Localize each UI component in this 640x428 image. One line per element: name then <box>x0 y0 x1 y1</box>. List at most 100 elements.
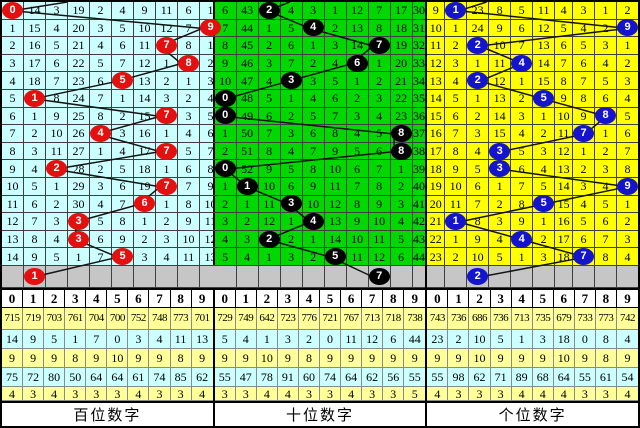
grid-cell: 10 <box>214 72 237 90</box>
grid-cell: 52 <box>236 160 259 178</box>
grid-cell: 8 <box>368 177 391 196</box>
grid-cell: 12 <box>258 213 281 231</box>
grid-cell: 10 <box>427 19 446 38</box>
digit-header-cell: 4 <box>86 290 108 307</box>
grid-cell: 9 <box>467 230 490 249</box>
grid-cell: 2 <box>302 54 325 73</box>
grid-cell: 11 <box>178 248 200 266</box>
stat-cell: 4 <box>624 386 631 401</box>
grid-cell: 15 <box>489 125 512 143</box>
grid-cell: 15 <box>427 107 446 126</box>
grid-cell: 15 <box>555 195 574 214</box>
stat-cell: 61 <box>596 368 617 386</box>
grid-cell: 6 <box>112 177 134 196</box>
drawn-number-ball: 3 <box>68 230 89 248</box>
grid-cell: 2 <box>390 177 413 196</box>
grid-cell: 1 <box>178 72 200 90</box>
grid-cell: 6 <box>324 89 347 108</box>
stat-cell: 9 <box>383 349 405 367</box>
stats-row: 9 9 10 9 8 9 9 9 9 9 <box>214 349 426 368</box>
stat-cell: 4 <box>624 332 631 346</box>
grid-cell: 3 <box>258 54 281 73</box>
stat-cell: 10 <box>469 330 491 348</box>
stat-cell: 56 <box>383 368 405 386</box>
stat-cell: 729 <box>215 308 236 329</box>
grid-cell: 3 <box>280 248 303 266</box>
grid-cell: 4 <box>617 90 639 108</box>
grid-cell: 2 <box>302 248 325 266</box>
grid-cell <box>390 265 413 288</box>
grid-cell: 11 <box>134 37 156 55</box>
grid-cell: 6 <box>617 125 639 143</box>
grid-cell: 7 <box>178 19 200 38</box>
stat-cell: 776 <box>299 308 320 329</box>
grid-cell: 5 <box>90 54 112 73</box>
stat-cell: 71 <box>491 368 512 386</box>
grid-cell: 9 <box>2 160 24 178</box>
digit-header-cell: 0 <box>215 290 236 307</box>
grid-cell: 7 <box>573 248 596 266</box>
grid-cell: 6 <box>46 54 68 73</box>
grid-cell: 4 <box>46 19 68 38</box>
stat-cell: 68 <box>533 368 554 386</box>
grid-cell: 3 <box>595 37 618 55</box>
grid-cell: 1 <box>112 89 134 108</box>
grid-cell: 4 <box>302 212 325 231</box>
grid-cell: 5 <box>595 72 618 90</box>
drawn-number-ball: 2 <box>467 267 489 285</box>
grid-cell: 12 <box>200 231 221 249</box>
grid-cell: 5 <box>511 2 534 20</box>
grid-cell: 22 <box>390 89 413 108</box>
grid-cell: 6 <box>112 37 134 55</box>
grid-cell: 1 <box>24 107 46 126</box>
grid-cell: 2 <box>236 213 259 231</box>
grid-cell: 3 <box>90 177 112 196</box>
grid-cell: 12 <box>555 142 574 161</box>
stat-cell: 64 <box>86 368 108 386</box>
grid-cell: 13 <box>324 213 347 231</box>
grid-cell: 7 <box>156 36 178 55</box>
stat-cell: 1 <box>512 330 533 348</box>
grid-cell: 1 <box>258 19 281 38</box>
grid-cell: 6 <box>346 54 369 73</box>
units-stats-rows: 743 736 686 736 713 735 679 733 773 742 23 2 10 5 1 3 18… <box>427 308 639 401</box>
grid-cell: 41 <box>412 196 426 214</box>
grid-cell: 3 <box>280 195 303 214</box>
grid-cell: 21 <box>68 37 90 55</box>
stat-cell: 62 <box>196 370 209 384</box>
grid-cell: 10 <box>445 177 468 196</box>
digit-header-cell: 6 <box>128 290 150 307</box>
grid-cell: 8 <box>511 195 534 214</box>
grid-cell: 17 <box>24 54 46 73</box>
grid-cell: 10 <box>467 248 490 266</box>
stat-cell: 3 <box>23 387 45 400</box>
grid-cell: 14 <box>134 89 156 108</box>
grid-cell: 18 <box>555 248 574 266</box>
drawn-number-ball: 1 <box>445 212 467 230</box>
grid-cell: 6 <box>24 195 46 214</box>
grid-cell: 50 <box>236 125 259 143</box>
grid-cell: 5 <box>24 177 46 196</box>
digit-header-cell: 6 <box>554 290 575 307</box>
drawn-number-ball: 0 <box>2 1 23 19</box>
units-grid-cells: 9 1 23 8 5 11 4 3 1 2 10 1 24 9 6 12 5 4 2 9 11 2 2 10 7 13 6 5 3 1 12… <box>427 1 639 288</box>
grid-cell: 3 <box>533 142 556 161</box>
drawn-number-ball: 9 <box>617 19 639 37</box>
stat-cell: 54 <box>621 370 634 384</box>
drawn-number-ball: 2 <box>467 72 489 90</box>
grid-cell: 4 <box>467 142 490 161</box>
grid-cell: 6 <box>302 125 325 143</box>
units-panel-footer-label: 个位数字 <box>498 408 567 424</box>
digit-header-cell: 9 <box>198 290 206 306</box>
grid-cell: 19 <box>68 2 90 20</box>
grid-cell: 44 <box>412 248 426 266</box>
drawn-number-ball: 3 <box>489 160 511 178</box>
grid-cell: 9 <box>214 54 237 73</box>
stat-cell: 0 <box>107 330 129 348</box>
grid-cell: 7 <box>573 72 596 90</box>
grid-cell: 40 <box>412 178 426 196</box>
units-trend-grid: 9 1 23 8 5 11 4 3 1 2 10 1 24 9 6 12 5 4 2 9 11 2 2 10 7 13 6 5 3 1 12… <box>427 1 639 288</box>
grid-cell <box>346 265 369 288</box>
grid-cell: 7 <box>178 177 200 196</box>
